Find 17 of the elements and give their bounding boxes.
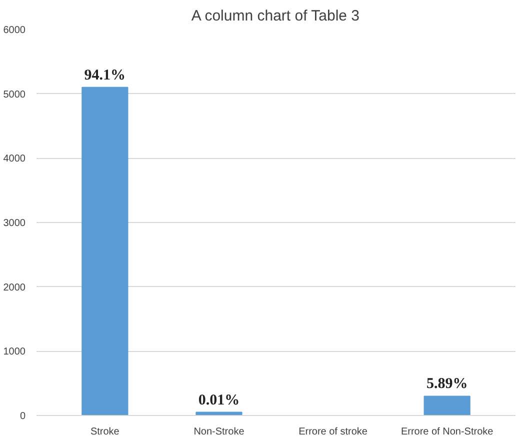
y-tick-label: 4000 [3, 154, 26, 165]
x-tick-label: Non-Stroke [194, 426, 245, 438]
y-tick-label: 1000 [3, 346, 26, 358]
y-tick-label: 2000 [3, 282, 26, 294]
chart-title: A column chart of Table 3 [191, 8, 360, 24]
x-tick-label: Errore of stroke [298, 426, 368, 438]
y-tick-label: 3000 [3, 218, 26, 229]
annotation: 0.01% [198, 392, 240, 408]
y-tick-label: 6000 [3, 25, 26, 36]
annotation: 5.89% [426, 376, 468, 392]
y-tick-label: 0 [20, 411, 26, 422]
y-tick-label: 5000 [3, 89, 26, 100]
bar [82, 86, 128, 416]
annotation: 94.1% [84, 67, 126, 84]
x-tick-label: Errore of Non-Stroke [400, 426, 494, 438]
bar [424, 396, 470, 416]
x-tick-label: Stroke [90, 426, 120, 438]
